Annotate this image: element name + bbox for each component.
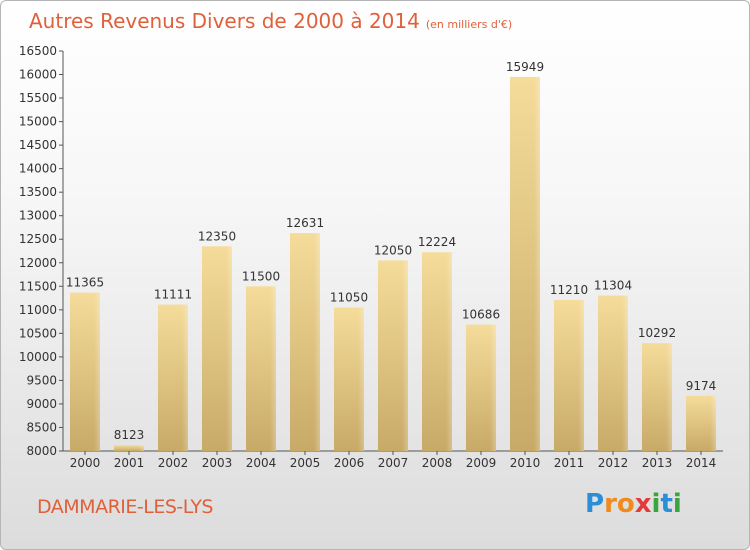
y-tick-label: 16000 xyxy=(19,68,57,82)
bars-group: 11365 8123 11111 12350 11500 12631 11050 12050 1… xyxy=(66,60,716,451)
bar-value-label: 12350 xyxy=(198,229,236,243)
bar xyxy=(114,445,144,451)
y-tick-label: 11000 xyxy=(19,303,57,317)
bar-value-label: 9174 xyxy=(686,379,717,393)
bar-highlight xyxy=(270,286,276,451)
x-tick-label: 2004 xyxy=(246,456,277,470)
y-tick-label: 8000 xyxy=(26,444,57,458)
y-tick-label: 8500 xyxy=(26,420,57,434)
y-tick-label: 9500 xyxy=(26,373,57,387)
bar-value-label: 12224 xyxy=(418,235,456,249)
chart-axes: 8000 8500 9000 9500 10000 10500 11000 11500 1200… xyxy=(19,44,723,470)
y-tick-label: 14000 xyxy=(19,162,57,176)
bar-value-label: 15949 xyxy=(506,60,544,74)
bar-highlight xyxy=(94,292,100,451)
x-tick-label: 2006 xyxy=(334,456,365,470)
x-tick-label: 2007 xyxy=(378,456,409,470)
y-tick-label: 13500 xyxy=(19,185,57,199)
x-tick-label: 2002 xyxy=(158,456,189,470)
y-tick-label: 11500 xyxy=(19,279,57,293)
logo-letter: i xyxy=(672,489,682,519)
logo-letter: o xyxy=(616,489,635,519)
bar-highlight xyxy=(578,299,584,451)
x-tick-label: 2003 xyxy=(202,456,233,470)
bar-value-label: 11210 xyxy=(550,283,588,297)
bar-value-label: 10292 xyxy=(638,326,676,340)
bar-value-label: 8123 xyxy=(114,428,145,442)
x-tick-label: 2001 xyxy=(114,456,145,470)
x-tick-label: 2008 xyxy=(422,456,453,470)
y-tick-label: 10500 xyxy=(19,326,57,340)
x-tick-label: 2012 xyxy=(598,456,629,470)
y-tick-label: 15500 xyxy=(19,91,57,105)
bar-highlight xyxy=(534,76,540,451)
x-tick-label: 2009 xyxy=(466,456,497,470)
bar-value-label: 11365 xyxy=(66,276,104,290)
y-tick-label: 9000 xyxy=(26,397,57,411)
proxiti-logo: Proxiti xyxy=(585,489,682,519)
logo-letter: x xyxy=(634,489,652,519)
y-tick-label: 10000 xyxy=(19,350,57,364)
chart-title: Autres Revenus Divers de 2000 à 2014 (en … xyxy=(29,9,512,33)
bar-highlight xyxy=(666,343,672,451)
y-tick-label: 14500 xyxy=(19,138,57,152)
logo-letter: t xyxy=(660,489,673,519)
logo-letter: i xyxy=(651,489,661,519)
bar-value-label: 11050 xyxy=(330,290,368,304)
chart-title-text: Autres Revenus Divers de 2000 à 2014 xyxy=(29,9,420,33)
y-tick-label: 12000 xyxy=(19,256,57,270)
bar-highlight xyxy=(138,445,144,451)
y-tick-label: 12500 xyxy=(19,232,57,246)
y-tick-label: 15000 xyxy=(19,115,57,129)
chart-unit: (en milliers d'€) xyxy=(425,18,513,31)
x-tick-label: 2000 xyxy=(70,456,101,470)
bar-value-label: 12050 xyxy=(374,243,412,257)
bar-highlight xyxy=(226,246,232,451)
bar-highlight xyxy=(490,324,496,451)
x-tick-label: 2005 xyxy=(290,456,321,470)
bar-highlight xyxy=(182,304,188,451)
commune-name: DAMMARIE-LES-LYS xyxy=(37,496,213,518)
y-tick-label: 13000 xyxy=(19,209,57,223)
bar-value-label: 11111 xyxy=(154,288,192,302)
bar-value-label: 11304 xyxy=(594,279,632,293)
x-tick-label: 2011 xyxy=(554,456,585,470)
bar-highlight xyxy=(710,395,716,451)
bar-value-label: 12631 xyxy=(286,216,324,230)
x-tick-label: 2010 xyxy=(510,456,541,470)
logo-letter: r xyxy=(604,489,617,519)
y-tick-label: 16500 xyxy=(19,44,57,58)
bar-highlight xyxy=(402,260,408,451)
bar-highlight xyxy=(314,233,320,451)
bar-value-label: 11500 xyxy=(242,269,280,283)
bar-highlight xyxy=(446,252,452,451)
x-tick-label: 2014 xyxy=(686,456,717,470)
bar-highlight xyxy=(622,295,628,451)
logo-letter: P xyxy=(585,489,605,519)
bar-highlight xyxy=(358,307,364,451)
bar-value-label: 10686 xyxy=(462,308,500,322)
x-tick-label: 2013 xyxy=(642,456,673,470)
